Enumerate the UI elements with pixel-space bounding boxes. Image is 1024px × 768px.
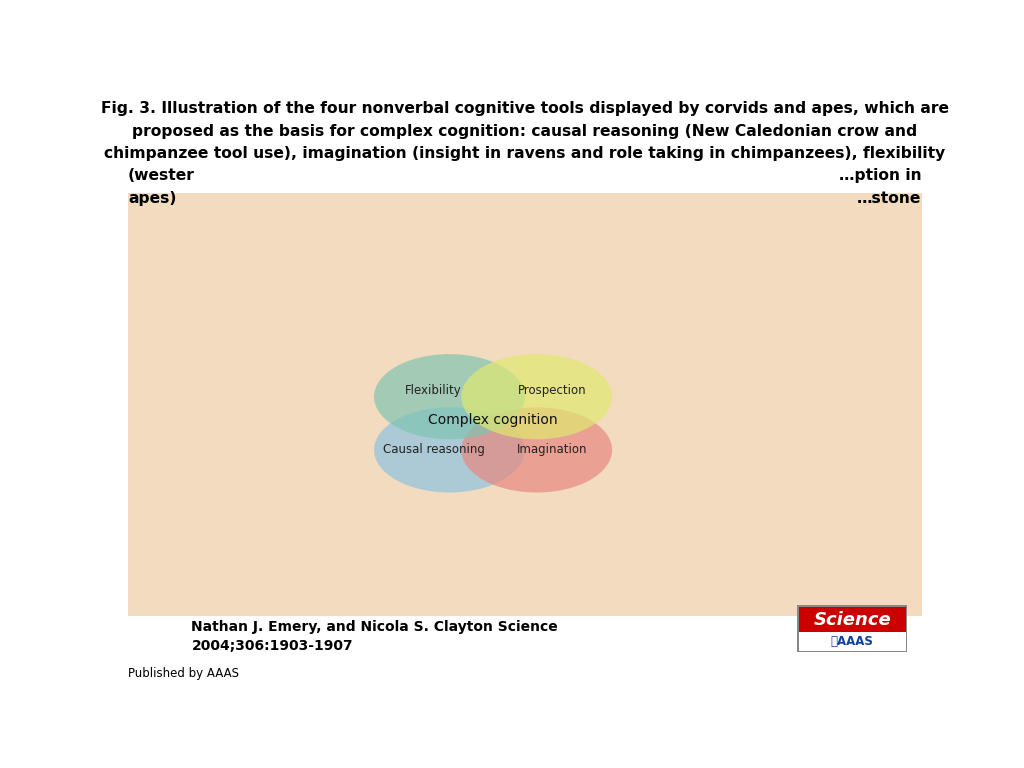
Text: chimpanzee tool use), imagination (insight in ravens and role taking in chimpanz: chimpanzee tool use), imagination (insig… <box>104 146 945 161</box>
Text: ⓃAAAS: ⓃAAAS <box>830 635 873 648</box>
Text: proposed as the basis for complex cognition: causal reasoning (New Caledonian cr: proposed as the basis for complex cognit… <box>132 124 918 138</box>
Bar <box>799 632 905 651</box>
Text: apes): apes) <box>128 191 176 206</box>
Text: 2004;306:1903-1907: 2004;306:1903-1907 <box>191 638 353 653</box>
Ellipse shape <box>374 354 525 439</box>
Ellipse shape <box>461 407 612 492</box>
Text: Prospection: Prospection <box>518 384 587 397</box>
Text: (wester: (wester <box>128 168 195 184</box>
Bar <box>797 605 907 652</box>
Text: Flexibility: Flexibility <box>406 384 462 397</box>
Ellipse shape <box>374 407 525 492</box>
Text: Fig. 3. Illustration of the four nonverbal cognitive tools displayed by corvids : Fig. 3. Illustration of the four nonverb… <box>100 101 949 116</box>
Bar <box>128 193 922 615</box>
Ellipse shape <box>461 354 612 439</box>
Text: …ption in: …ption in <box>839 168 922 184</box>
Text: Science: Science <box>813 611 891 628</box>
Text: …stone: …stone <box>857 191 922 206</box>
Text: Complex cognition: Complex cognition <box>428 413 558 427</box>
Text: Nathan J. Emery, and Nicola S. Clayton Science: Nathan J. Emery, and Nicola S. Clayton S… <box>191 620 558 634</box>
Text: Published by AAAS: Published by AAAS <box>128 667 239 680</box>
Text: Causal reasoning: Causal reasoning <box>383 443 484 456</box>
Text: Imagination: Imagination <box>517 443 588 456</box>
Bar <box>799 607 905 632</box>
